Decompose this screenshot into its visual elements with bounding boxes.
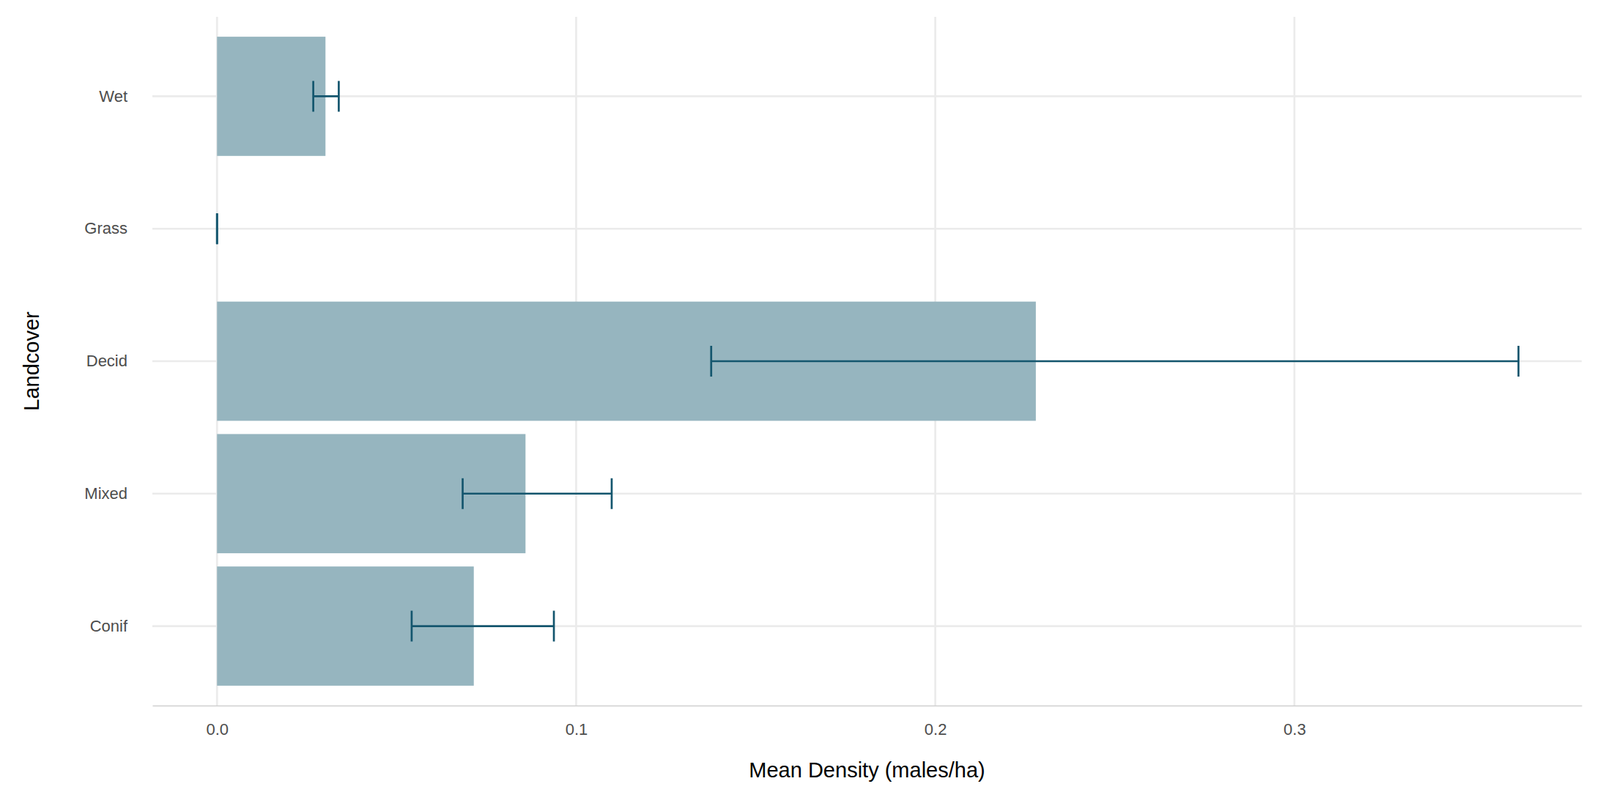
grid-line: [152, 95, 1582, 98]
x-tick: 0.0: [205, 705, 229, 739]
y-axis-title: Landcover: [19, 311, 44, 411]
y-tick: Wet: [98, 87, 153, 106]
x-tick-label: 0.1: [565, 720, 589, 739]
x-tick-label: 0.0: [205, 720, 229, 739]
y-tick: Grass: [84, 219, 153, 238]
y-axis: Conif Mixed Decid Grass Wet: [84, 87, 153, 636]
y-tick-label: Decid: [86, 351, 128, 370]
error-bar-cap: [312, 80, 315, 112]
error-bar-line: [463, 492, 612, 495]
error-bar-cap: [1517, 345, 1520, 377]
chart: 0.0 0.1 0.2 0.3 Conif Mixed Decid Grass Wet Mean …: [0, 0, 1600, 803]
marks: [216, 36, 1518, 686]
bar: [216, 36, 326, 157]
x-axis-title: Mean Density (males/ha): [748, 758, 985, 782]
error-bar-line: [411, 624, 554, 628]
error-bar-cap: [553, 610, 556, 642]
y-tick-label: Grass: [84, 219, 128, 238]
x-tick: 0.2: [924, 705, 948, 739]
x-tick-label: 0.2: [924, 720, 948, 739]
y-tick-label: Mixed: [84, 484, 128, 503]
error-bar: [313, 80, 340, 112]
error-bar-cap: [610, 478, 614, 510]
grid: [152, 16, 1582, 706]
grid-line: [152, 227, 1582, 231]
error-bar-cap: [461, 478, 464, 510]
error-bar-cap: [216, 213, 219, 244]
error-bar-cap: [216, 213, 219, 244]
x-tick: 0.1: [565, 705, 589, 739]
error-bar: [216, 213, 218, 244]
error-bar: [463, 478, 612, 510]
error-bar: [411, 610, 554, 642]
error-bar-line: [711, 360, 1519, 363]
x-tick-label: 0.3: [1283, 720, 1307, 739]
y-tick: Mixed: [84, 484, 153, 503]
x-axis: 0.0 0.1 0.2 0.3: [153, 705, 1583, 739]
error-bar-cap: [709, 345, 713, 377]
bar: [216, 169, 218, 289]
x-tick: 0.3: [1283, 705, 1307, 739]
y-tick-label: Conif: [90, 616, 129, 636]
error-bar-cap: [337, 80, 340, 112]
error-bar-cap: [410, 610, 414, 642]
y-tick: Decid: [86, 351, 153, 370]
error-bar-line: [313, 95, 340, 98]
y-tick-label: Wet: [98, 87, 128, 106]
x-axis-line: [153, 705, 1583, 707]
plot: 0.0 0.1 0.2 0.3 Conif Mixed Decid Grass Wet: [84, 16, 1582, 739]
y-tick: Conif: [90, 616, 153, 636]
error-bar: [711, 345, 1519, 377]
